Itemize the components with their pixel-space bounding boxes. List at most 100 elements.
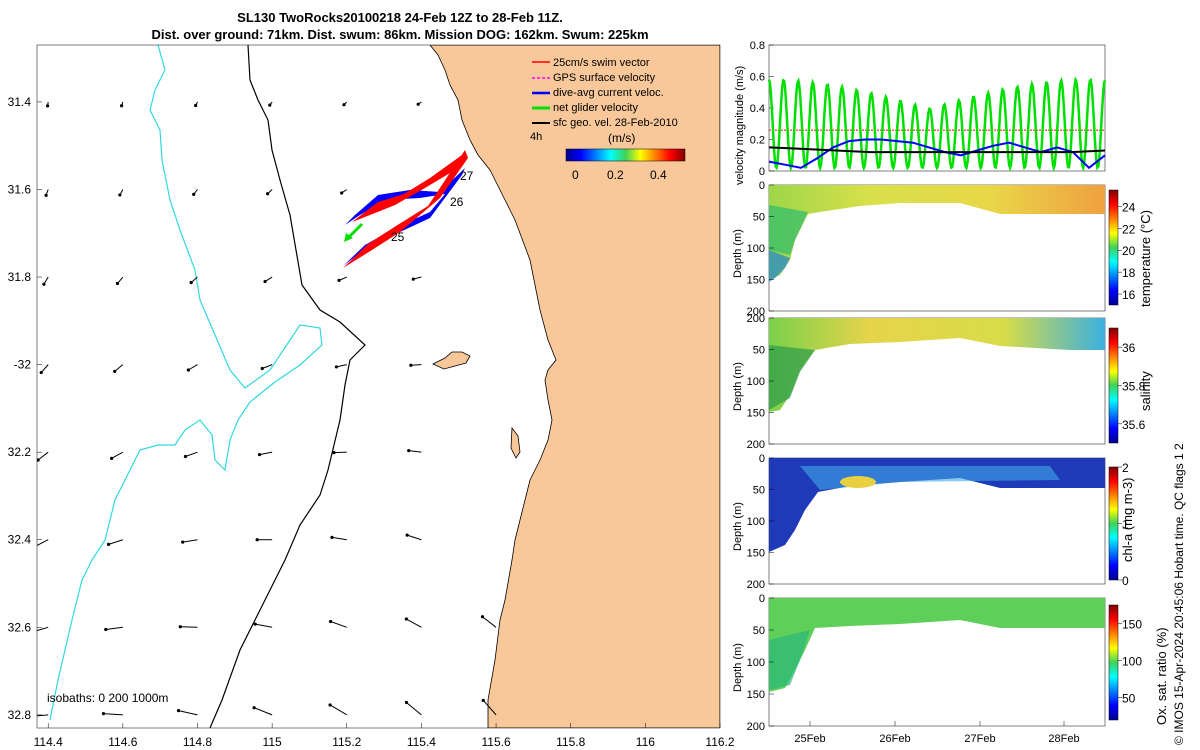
- speed-colorbar: [565, 148, 686, 162]
- x-tick-label: 114.4: [34, 735, 63, 749]
- geo-velocity-arrow-head: [110, 456, 114, 460]
- geo-velocity-arrow: [178, 710, 198, 716]
- geo-velocity-arrow: [482, 616, 497, 628]
- temperature-deep: [769, 250, 790, 282]
- net-velocity-arrow-head: [344, 233, 353, 242]
- geo-velocity-arrow-head: [416, 102, 420, 106]
- geo-velocity-arrow-head: [118, 193, 122, 197]
- temperature-panel: temperature (°C) 16 18 20 22 24: [768, 184, 1153, 312]
- depth-tick-label: 100: [747, 657, 765, 669]
- geo-velocity-arrow-head: [178, 625, 182, 629]
- depth-tick-label: 150: [747, 275, 765, 287]
- colorbar-tick-label: 36: [1122, 341, 1136, 355]
- x-tick-label: 116: [636, 735, 655, 749]
- colorbar-tick-label: 1: [1122, 518, 1129, 532]
- oxygen-colorbar-label: Ox. sat. ratio (%): [1154, 627, 1169, 725]
- colorbar-tick-label: 50: [1122, 692, 1136, 706]
- time-axis: 25Feb 26Feb 27Feb 28Feb: [794, 721, 1080, 745]
- plot-title: SL130 TwoRocks20100218 24-Feb 12Z to 28-…: [237, 10, 563, 25]
- salinity-panel: salinity 35.6 35.8 36: [768, 317, 1153, 445]
- geo-velocity-arrow-head: [407, 448, 411, 453]
- geo-velocity-arrow-head: [183, 454, 188, 459]
- time-tick-label: 25Feb: [794, 733, 825, 745]
- map-x-axis: 114.4 114.6 114.8 115 115.2 115.4 115.6 115.8 11…: [34, 723, 735, 749]
- geo-velocity-arrow-head: [45, 104, 50, 108]
- depth-tick-label: 150: [747, 548, 765, 560]
- y-tick-label: 32.8: [8, 708, 32, 722]
- island-rottnest: [432, 351, 471, 370]
- geo-velocity-arrow: [114, 364, 124, 372]
- map-panel: 25 26 27 isobaths: 0 200 1000m 114.4 114.…: [8, 44, 735, 749]
- geo-velocity-arrow: [188, 364, 198, 371]
- geo-velocity-arrow-head: [104, 627, 108, 632]
- colorbar-tick: 0.2: [607, 168, 624, 182]
- isobath-200m: [209, 45, 366, 728]
- geo-velocity-arrow-head: [39, 370, 43, 375]
- map-y-axis: 31.4 31.6 31.8 -32 32.2 32.4 32.6 32.8: [8, 95, 42, 722]
- legend-gps: GPS surface velocity: [553, 72, 656, 84]
- depth-ylabel: Depth (m): [732, 502, 744, 551]
- colorbar-tick-label: 35.6: [1122, 418, 1146, 432]
- geo-velocity-arrow-head: [404, 700, 409, 705]
- x-tick-label: 116.2: [705, 735, 734, 749]
- x-tick-label: 114.8: [183, 735, 212, 749]
- geo-velocity-arrow-head: [255, 538, 259, 542]
- depth-tick-label: 200: [747, 721, 765, 733]
- geo-velocity-arrow-head: [268, 103, 272, 107]
- x-tick-label: 115.6: [481, 735, 510, 749]
- salinity-colorbar-label: salinity: [1138, 371, 1153, 411]
- chlorophyll-peak: [840, 476, 876, 488]
- legend-swim: 25cm/s swim vector: [553, 57, 650, 69]
- geo-velocity-arrow: [259, 451, 273, 456]
- salinity-colorbar: [1108, 327, 1119, 444]
- geo-velocity-arrow: [482, 699, 497, 716]
- geo-velocity-arrow: [105, 626, 123, 630]
- geo-velocity-arrow-head: [253, 622, 257, 626]
- geo-velocity-arrow: [40, 364, 49, 373]
- salinity-field: [769, 318, 1105, 412]
- y-tick-label: 32.6: [8, 620, 32, 634]
- geo-velocity-arrow: [255, 623, 273, 628]
- legend-net: net glider velocity: [553, 102, 638, 114]
- colorbar-tick-label: 35.8: [1122, 380, 1146, 394]
- geo-velocity-arrow-head: [189, 280, 193, 285]
- net-velocity-arrow: [346, 222, 364, 240]
- colorbar-tick-label: 150: [1122, 618, 1142, 632]
- geo-velocity-arrow-head: [42, 282, 46, 286]
- swim-vector-band: [343, 150, 468, 268]
- day-label-27: 27: [460, 169, 474, 183]
- geo-velocity-arrow-head: [37, 458, 40, 462]
- y-tick-label: 32.4: [8, 533, 32, 547]
- depth-ylabel: Depth (m): [732, 362, 744, 411]
- x-tick-label: 115.8: [556, 735, 585, 749]
- geo-velocity-arrow: [108, 539, 123, 545]
- depth-tick-label: 50: [753, 212, 765, 224]
- temperature-colorbar-label: temperature (°C): [1138, 210, 1153, 307]
- geo-velocity-arrow: [336, 364, 347, 368]
- geostrophic-velocity-arrows: [37, 101, 497, 717]
- day-label-25: 25: [391, 230, 405, 244]
- colorbar-tick-label: 0: [1122, 574, 1129, 588]
- salinity-low: [769, 345, 815, 410]
- day-label-26: 26: [450, 195, 464, 209]
- net-glider-velocity-line: [767, 76, 1107, 172]
- legend-current: dive-avg current veloc.: [553, 87, 664, 99]
- geo-velocity-arrow-head: [342, 103, 346, 107]
- geo-velocity-arrow-head: [481, 698, 485, 702]
- depth-ylabel: Depth (m): [732, 643, 744, 692]
- geostrophic-velocity-line: [768, 146, 1106, 154]
- geo-velocity-arrow: [331, 536, 347, 541]
- geo-velocity-arrow-head: [328, 703, 332, 707]
- colorbar-tick-label: 22: [1122, 222, 1136, 236]
- geo-velocity-arrow-head: [176, 709, 181, 713]
- chlorophyll-colorbar: [1108, 466, 1119, 581]
- legend-geo: sfc geo. vel. 28-Feb-2010: [553, 117, 678, 129]
- geo-velocity-arrow-head: [328, 619, 333, 624]
- depth-tick-label: 100: [747, 243, 765, 255]
- geo-velocity-arrow-head: [405, 533, 409, 537]
- velocity-tick-label: 0.8: [750, 40, 765, 52]
- colorbar-tick: 0.4: [650, 168, 667, 182]
- oxygen-colorbar: [1108, 604, 1119, 721]
- y-tick-label: -32: [14, 358, 32, 372]
- depth-tick-label: 50: [753, 625, 765, 637]
